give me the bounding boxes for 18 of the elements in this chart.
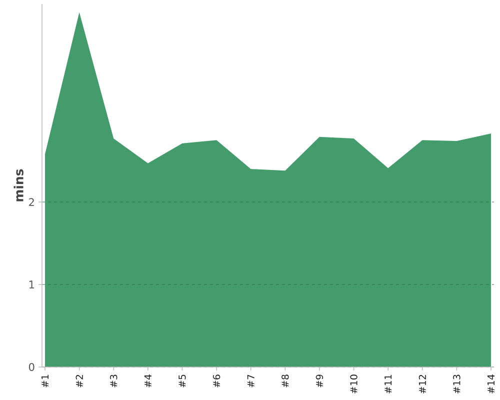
x-tick-label: #7 <box>247 374 254 388</box>
x-tick-label: #3 <box>110 374 118 388</box>
y-axis-title: mins <box>14 169 24 202</box>
x-tick-label: #14 <box>488 374 494 394</box>
x-tick-label: #5 <box>178 374 186 388</box>
x-tick-label: #1 <box>42 374 48 388</box>
y-tick-label: 0 <box>28 363 34 371</box>
x-tick-label: #13 <box>453 374 460 394</box>
x-tick-label: #11 <box>384 374 392 394</box>
x-tick-label: #12 <box>418 374 426 394</box>
y-tick-label: 1 <box>29 280 34 288</box>
x-tick-label: #10 <box>350 374 358 394</box>
x-tick-label: #6 <box>212 374 220 388</box>
x-tick-label: #9 <box>316 374 324 388</box>
x-tick-label: #4 <box>144 374 152 388</box>
x-tick-label: #2 <box>76 374 83 388</box>
x-tick-label: #8 <box>282 374 289 388</box>
y-tick-label: 2 <box>29 198 34 206</box>
